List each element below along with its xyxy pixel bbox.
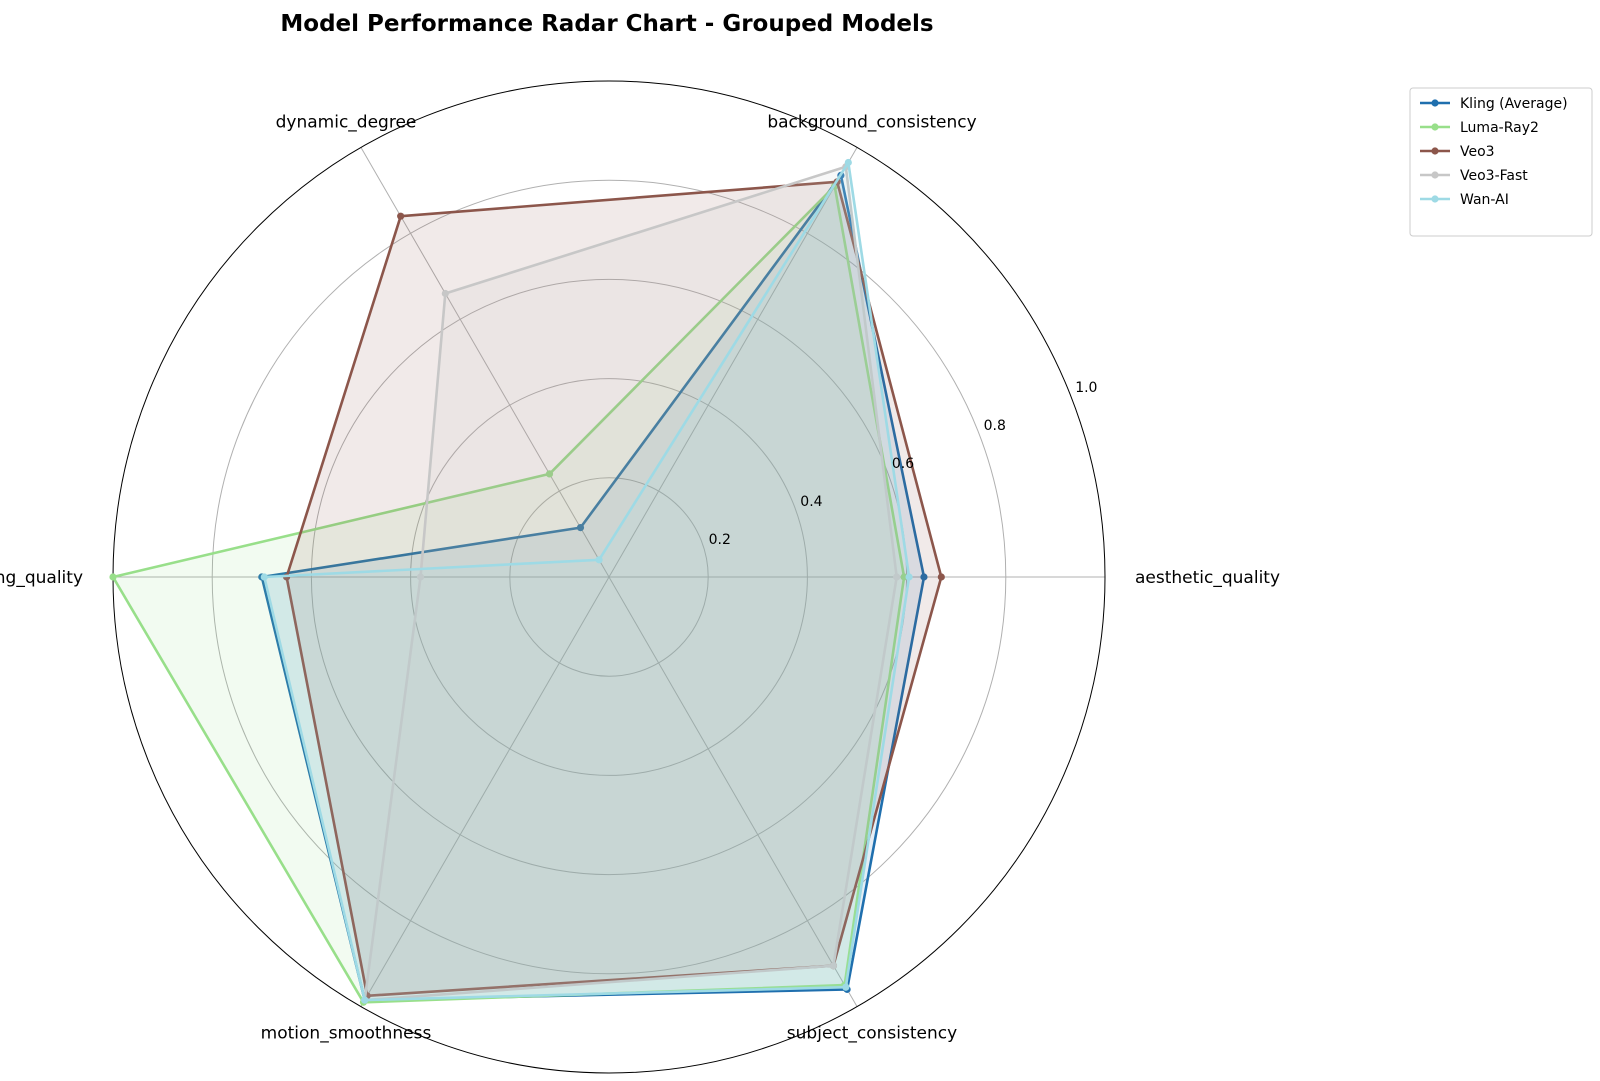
series-point-3-imaging_quality	[416, 573, 425, 581]
series-point-4-dynamic_degree	[595, 556, 603, 564]
series-4	[260, 158, 913, 1004]
legend-item-3: Veo3-Fast	[1420, 168, 1528, 184]
radial-tick-label-3: 0.8	[984, 418, 1006, 434]
legend-item-0: Kling (Average)	[1420, 96, 1568, 112]
series-point-4-background_consistency	[844, 158, 852, 167]
radar-grid	[112, 80, 1106, 1074]
series-fill-2	[286, 181, 942, 996]
legend-swatch-marker-2	[1431, 147, 1439, 155]
axis-label-subject_consistency: subject_consistency	[787, 1024, 957, 1044]
radial-tick-label-2: 0.6	[892, 456, 914, 472]
legend-label-0: Kling (Average)	[1460, 96, 1568, 112]
legend-item-1: Luma-Ray2	[1420, 120, 1539, 136]
axis-label-background_consistency: background_consistency	[767, 113, 976, 133]
axis-label-dynamic_degree: dynamic_degree	[276, 113, 417, 133]
radial-tick-label-1: 0.4	[800, 494, 822, 510]
radial-tick-label-4: 1.0	[1075, 380, 1097, 396]
series-point-3-aesthetic_quality	[893, 573, 901, 581]
series-fill-4	[264, 162, 910, 1001]
radial-tick-label-0: 0.2	[709, 532, 731, 548]
series-point-1-imaging_quality	[109, 573, 117, 581]
legend-label-3: Veo3-Fast	[1460, 168, 1528, 184]
axis-labels: aesthetic_quality background_consistency d…	[0, 113, 1280, 1044]
axis-label-motion_smoothness: motion_smoothness	[261, 1024, 432, 1044]
legend-swatch-marker-1	[1431, 123, 1439, 131]
series-point-3-subject_consistency	[829, 962, 838, 970]
series-fill-3	[364, 166, 897, 1001]
series-fill-0	[261, 175, 924, 1001]
series-point-4-subject_consistency	[842, 983, 850, 991]
radial-tick-labels: 0.2 0.4 0.6 0.8 1.0	[709, 380, 1098, 548]
legend-swatch-marker-3	[1431, 171, 1439, 179]
legend-item-2: Veo3	[1420, 144, 1495, 160]
legend-swatch-marker-0	[1431, 99, 1439, 107]
axis-spoke-subject_consistency	[608, 576, 858, 1007]
series-point-4-motion_smoothness	[361, 996, 369, 1004]
series-point-0-dynamic_degree	[576, 524, 585, 532]
chart-title: Model Performance Radar Chart - Grouped …	[280, 11, 933, 37]
axis-label-aesthetic_quality: aesthetic_quality	[1135, 568, 1280, 588]
legend-swatch-marker-4	[1431, 195, 1439, 203]
series-point-1-aesthetic_quality	[900, 573, 908, 581]
legend-item-4: Wan-AI	[1420, 192, 1509, 208]
axis-label-imaging_quality: imaging_quality	[0, 568, 83, 588]
series-point-1-dynamic_degree	[545, 470, 554, 478]
axis-spoke-motion_smoothness	[360, 576, 610, 1007]
legend-label-2: Veo3	[1460, 144, 1495, 160]
legend-label-1: Luma-Ray2	[1460, 120, 1539, 136]
radar-series	[109, 158, 945, 1006]
chart-legend: Kling (Average) Luma-Ray2 Veo3 Veo3-Fast Wan…	[1409, 87, 1593, 237]
series-point-2-dynamic_degree	[397, 212, 405, 220]
series-point-4-imaging_quality	[260, 573, 268, 581]
legend-label-4: Wan-AI	[1460, 192, 1509, 208]
series-point-4-aesthetic_quality	[905, 573, 913, 581]
series-point-3-dynamic_degree	[441, 289, 449, 298]
series-point-0-aesthetic_quality	[920, 573, 928, 581]
series-point-2-aesthetic_quality	[937, 573, 945, 581]
legend-box	[1409, 87, 1593, 237]
axis-spoke-background_consistency	[608, 147, 858, 578]
